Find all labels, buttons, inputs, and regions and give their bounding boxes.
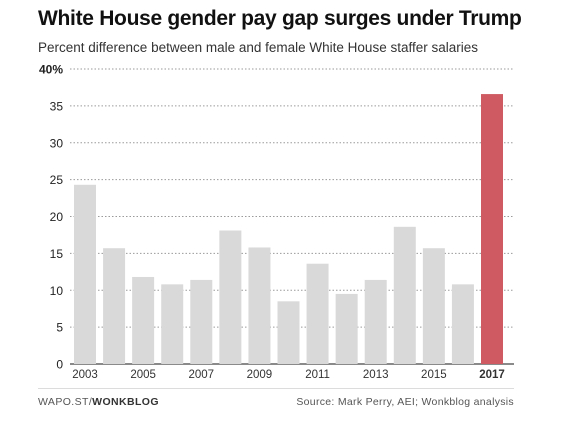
bar-2005 [132,276,155,364]
bar-2014 [393,226,416,364]
y-tick-label: 40% [39,63,63,77]
bar-2012 [335,293,358,364]
y-tick-label: 0 [56,358,63,372]
y-tick-label: 20 [50,210,64,224]
source-note: Source: Mark Perry, AEI; Wonkblog analys… [296,396,514,408]
bar-2004 [103,248,126,364]
x-tick-label: 2013 [363,369,389,381]
x-tick-label: 2005 [130,369,156,381]
brand-prefix: WAPO.ST/ [38,396,93,408]
x-tick-label: 2003 [72,369,98,381]
y-tick-label: 10 [50,284,64,298]
bar-2016 [451,284,474,364]
bar-2015 [422,248,445,364]
y-tick-label: 15 [50,247,64,261]
bar-2010 [277,301,300,364]
bar-2011 [306,263,329,364]
bar-2017 [481,94,503,364]
bar-2013 [364,279,387,364]
chart-title: White House gender pay gap surges under … [38,7,522,30]
x-tick-label: 2011 [305,369,330,381]
y-tick-label: 30 [50,136,64,150]
y-tick-label: 25 [50,173,64,187]
x-tick-label: 2017 [479,369,505,381]
x-tick-label: 2007 [188,369,214,381]
bars [74,94,503,364]
bar-2009 [248,247,271,364]
chart-subtitle: Percent difference between male and fema… [38,40,478,55]
y-axis-ticks: 0 5 10 15 20 25 30 35 40% [39,63,63,372]
bar-2007 [190,279,213,364]
brand-name: WONKBLOG [92,396,159,408]
footer-divider [38,388,514,389]
x-tick-label: 2015 [421,369,447,381]
y-tick-label: 35 [50,99,64,113]
x-axis-ticks: 2003 2005 2007 2009 2011 2013 2015 2017 [72,369,505,381]
x-tick-label: 2009 [247,369,273,381]
bar-2008 [219,230,242,364]
bar-2006 [161,284,184,364]
y-tick-label: 5 [56,321,63,335]
bar-2003 [74,184,96,364]
footer-brand: WAPO.ST/WONKBLOG [38,396,159,408]
